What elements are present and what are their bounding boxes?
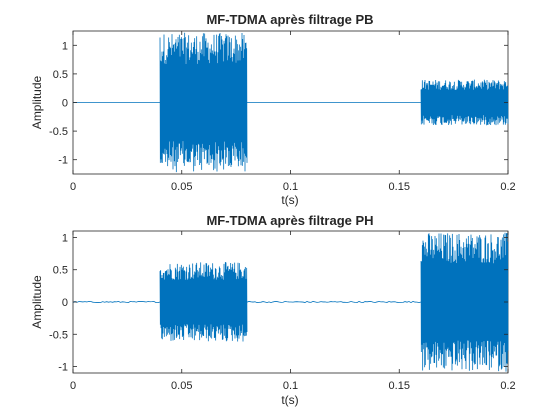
signal-trace <box>72 232 509 372</box>
x-tick-label: 0 <box>70 380 76 392</box>
y-tick-label: 0.5 <box>53 69 68 81</box>
y-tick-label: -1 <box>58 362 68 374</box>
y-tick-label: -0.5 <box>49 329 68 341</box>
signal-segment <box>420 232 509 372</box>
y-tick-label: -1 <box>58 155 68 167</box>
subplot-highpass: MF-TDMA après filtrage PH 0 0.05 0.1 0.15 0.… <box>30 213 516 407</box>
signal-segment <box>72 300 161 304</box>
signal-trace <box>73 32 509 173</box>
signal-segment <box>420 79 509 126</box>
x-tick-label: 0.1 <box>283 181 298 193</box>
y-tick-label: 0 <box>62 98 68 110</box>
signal-segment <box>159 262 248 342</box>
chart-title: MF-TDMA après filtrage PB <box>206 12 373 27</box>
subplot-lowpass: MF-TDMA après filtrage PB 0 0.05 0.1 0.15 0.… <box>30 12 516 207</box>
y-tick-label: 0 <box>62 297 68 309</box>
x-axis-label: t(s) <box>281 193 298 207</box>
x-tick-label: 0.15 <box>389 181 410 193</box>
y-axis-label: Amplitude <box>30 76 44 130</box>
y-tick-label: -0.5 <box>49 126 68 138</box>
x-tick-label: 0.05 <box>171 380 192 392</box>
signal-segment <box>159 32 248 173</box>
y-tick-label: 1 <box>62 40 68 52</box>
x-tick-label: 0.2 <box>500 181 515 193</box>
y-tick-label: 0.5 <box>53 265 68 277</box>
chart-title: MF-TDMA après filtrage PH <box>206 213 373 228</box>
y-tick-label: 1 <box>62 232 68 244</box>
x-tick-label: 0.1 <box>283 380 298 392</box>
x-tick-label: 0 <box>70 181 76 193</box>
axis-ticks: 0 0.05 0.1 0.15 0.2 1 0.5 0 -0.5 -1 <box>49 31 516 193</box>
y-axis-label: Amplitude <box>30 275 44 329</box>
x-axis-label: t(s) <box>281 393 298 407</box>
signal-segment <box>246 300 422 304</box>
x-tick-label: 0.05 <box>171 181 192 193</box>
x-tick-label: 0.15 <box>389 380 410 392</box>
x-tick-label: 0.2 <box>500 380 515 392</box>
axis-ticks: 0 0.05 0.1 0.15 0.2 1 0.5 0 -0.5 -1 <box>49 231 516 392</box>
